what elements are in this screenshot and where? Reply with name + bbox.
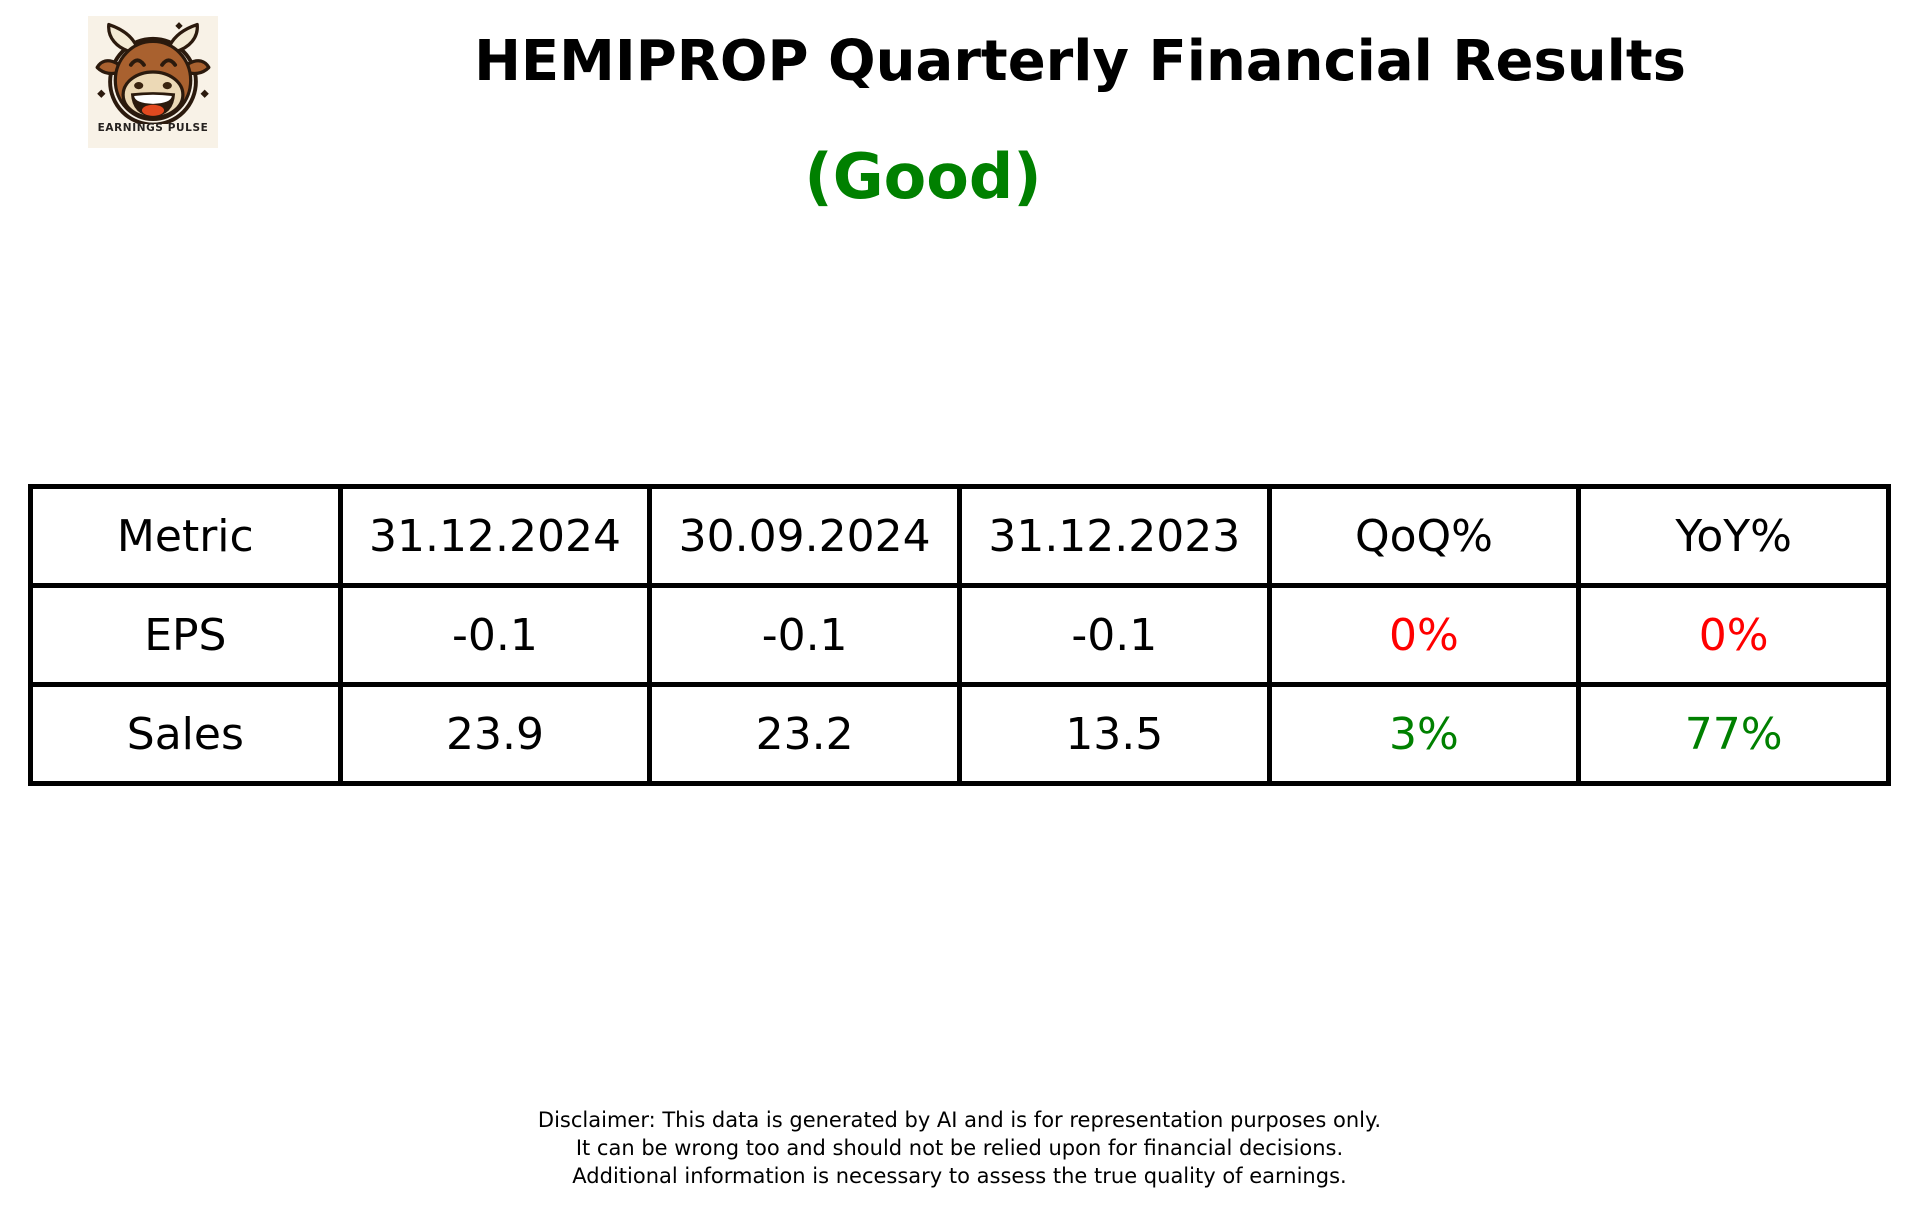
col-header-yoy: YoY% — [1576, 484, 1891, 588]
eps-qoq-cell: 0% — [1266, 583, 1582, 687]
page-title: HEMIPROP Quarterly Financial Results — [474, 29, 1686, 94]
sales-value-cell: 13.5 — [956, 682, 1272, 786]
earnings-pulse-logo: EARNINGS PULSE — [88, 16, 218, 148]
col-header-period-1: 31.12.2024 — [337, 484, 653, 588]
disclaimer-text: Disclaimer: This data is generated by AI… — [0, 1106, 1919, 1190]
eps-value-cell: -0.1 — [337, 583, 653, 687]
sales-metric-cell: Sales — [28, 682, 343, 786]
disclaimer-line: It can be wrong too and should not be re… — [575, 1136, 1344, 1160]
sales-yoy-cell: 77% — [1576, 682, 1891, 786]
col-header-period-3: 31.12.2023 — [956, 484, 1272, 588]
eps-value-cell: -0.1 — [956, 583, 1272, 687]
bull-logo-icon — [95, 22, 211, 124]
eps-yoy-cell: 0% — [1576, 583, 1891, 687]
disclaimer-line: Disclaimer: This data is generated by AI… — [537, 1108, 1382, 1132]
sales-value-cell: 23.9 — [337, 682, 653, 786]
logo-brand-text: EARNINGS PULSE — [97, 122, 209, 134]
eps-metric-cell: EPS — [28, 583, 343, 687]
sales-qoq-cell: 3% — [1266, 682, 1582, 786]
table-header-row: Metric 31.12.2024 30.09.2024 31.12.2023 … — [28, 484, 1891, 588]
table-row-eps: EPS -0.1 -0.1 -0.1 0% 0% — [28, 583, 1891, 687]
col-header-metric: Metric — [28, 484, 343, 588]
table-row-sales: Sales 23.9 23.2 13.5 3% 77% — [28, 682, 1891, 786]
sales-value-cell: 23.2 — [647, 682, 962, 786]
verdict-label: (Good) — [804, 140, 1042, 213]
col-header-period-2: 30.09.2024 — [647, 484, 962, 588]
col-header-qoq: QoQ% — [1266, 484, 1582, 588]
disclaimer-line: Additional information is necessary to a… — [572, 1164, 1347, 1188]
eps-value-cell: -0.1 — [647, 583, 962, 687]
financial-results-table: Metric 31.12.2024 30.09.2024 31.12.2023 … — [28, 484, 1891, 786]
